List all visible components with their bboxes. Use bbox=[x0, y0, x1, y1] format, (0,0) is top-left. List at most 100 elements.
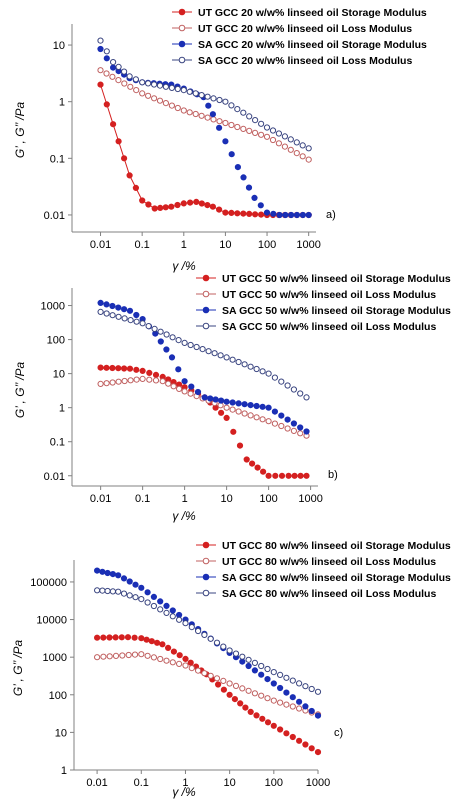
data-point bbox=[144, 652, 151, 659]
data-point bbox=[126, 578, 133, 585]
data-point bbox=[121, 80, 128, 87]
y-tick-label: 0.01 bbox=[44, 210, 65, 222]
y-tick-label: 10 bbox=[55, 727, 67, 739]
y-tick-label: 0.1 bbox=[50, 437, 65, 449]
data-point bbox=[253, 365, 260, 373]
series-2 bbox=[97, 67, 312, 163]
data-point bbox=[285, 472, 292, 479]
data-point bbox=[192, 90, 199, 97]
data-point bbox=[148, 638, 155, 645]
data-point bbox=[109, 588, 117, 595]
data-point bbox=[120, 575, 128, 582]
data-point bbox=[132, 581, 139, 588]
legend-marker bbox=[178, 40, 186, 48]
data-point bbox=[259, 416, 266, 423]
data-point bbox=[258, 120, 265, 127]
data-point bbox=[157, 598, 164, 605]
legend-marker bbox=[202, 322, 210, 330]
series-4 bbox=[97, 37, 312, 152]
data-point bbox=[222, 209, 229, 216]
data-point bbox=[222, 119, 229, 127]
y-axis-title: G’ , G’’ /Pa bbox=[13, 362, 27, 419]
data-point bbox=[106, 653, 113, 660]
legend-label: UT GCC 80 w/w% linseed oil Storage Modul… bbox=[222, 540, 451, 552]
data-point bbox=[156, 97, 164, 104]
data-point bbox=[229, 406, 236, 413]
legend-marker bbox=[202, 274, 210, 282]
data-point bbox=[180, 107, 187, 114]
data-point bbox=[193, 198, 200, 205]
data-point bbox=[188, 665, 195, 672]
x-tick-label: 10 bbox=[219, 239, 231, 251]
panel-label: c) bbox=[334, 727, 343, 739]
data-point bbox=[115, 77, 122, 84]
data-point bbox=[103, 380, 110, 387]
x-axis-title: γ /% bbox=[172, 785, 196, 799]
data-point bbox=[187, 341, 194, 349]
data-point bbox=[139, 375, 146, 382]
legend-label: SA GCC 80 w/w% linseed oil Storage Modul… bbox=[222, 572, 451, 584]
data-point bbox=[103, 48, 110, 55]
data-point bbox=[187, 659, 194, 666]
legend-label: UT GCC 50 w/w% linseed oil Loss Modulus bbox=[222, 289, 436, 301]
data-point bbox=[121, 306, 128, 313]
data-point bbox=[241, 410, 248, 417]
data-point bbox=[218, 409, 225, 416]
panel-label: b) bbox=[328, 469, 338, 481]
data-point bbox=[210, 95, 217, 102]
y-axis-title: G’ , G’’ /Pa bbox=[11, 640, 25, 697]
data-point bbox=[303, 394, 310, 401]
data-point bbox=[109, 379, 116, 386]
data-point bbox=[297, 430, 304, 437]
data-point bbox=[175, 337, 182, 344]
data-point bbox=[239, 653, 246, 660]
data-point bbox=[272, 472, 279, 479]
data-point bbox=[258, 211, 265, 218]
y-tick-label: 1 bbox=[59, 403, 65, 415]
data-point bbox=[263, 124, 271, 131]
data-point bbox=[157, 204, 164, 211]
data-point bbox=[249, 460, 256, 467]
data-point bbox=[115, 378, 122, 385]
data-point bbox=[305, 211, 312, 219]
data-point bbox=[119, 652, 126, 659]
data-point bbox=[297, 424, 304, 431]
y-tick-label: 100000 bbox=[30, 577, 67, 589]
data-point bbox=[157, 606, 164, 613]
data-point bbox=[204, 114, 211, 121]
data-point bbox=[283, 730, 290, 737]
data-point bbox=[308, 685, 315, 693]
legend-marker bbox=[178, 56, 186, 64]
data-point bbox=[226, 647, 233, 654]
x-tick-label: 100 bbox=[258, 239, 276, 251]
data-point bbox=[284, 425, 291, 432]
data-point bbox=[162, 100, 169, 107]
data-point bbox=[289, 694, 296, 701]
data-point bbox=[204, 202, 211, 209]
data-point bbox=[94, 634, 101, 641]
x-tick-label: 1000 bbox=[296, 239, 320, 251]
data-point bbox=[276, 211, 283, 219]
data-point bbox=[193, 343, 200, 351]
data-point bbox=[163, 346, 170, 353]
data-point bbox=[94, 587, 101, 594]
data-point bbox=[281, 143, 288, 150]
data-point bbox=[270, 680, 277, 687]
data-point bbox=[182, 662, 189, 669]
data-point bbox=[139, 367, 146, 374]
data-point bbox=[138, 635, 145, 642]
data-point bbox=[109, 73, 116, 80]
data-point bbox=[246, 113, 253, 120]
y-tick-label: 0.1 bbox=[50, 153, 65, 165]
data-point bbox=[240, 125, 247, 132]
y-tick-label: 10000 bbox=[36, 615, 67, 627]
data-point bbox=[127, 377, 134, 384]
x-tick-label: 0.1 bbox=[135, 239, 150, 251]
data-point bbox=[127, 83, 134, 90]
data-point bbox=[228, 121, 235, 129]
x-tick-label: 100 bbox=[265, 777, 283, 789]
data-point bbox=[133, 376, 140, 383]
data-point bbox=[150, 654, 157, 661]
legend-label: SA GCC 20 w/w% linseed oil Storage Modul… bbox=[198, 39, 427, 51]
data-point bbox=[258, 692, 265, 699]
